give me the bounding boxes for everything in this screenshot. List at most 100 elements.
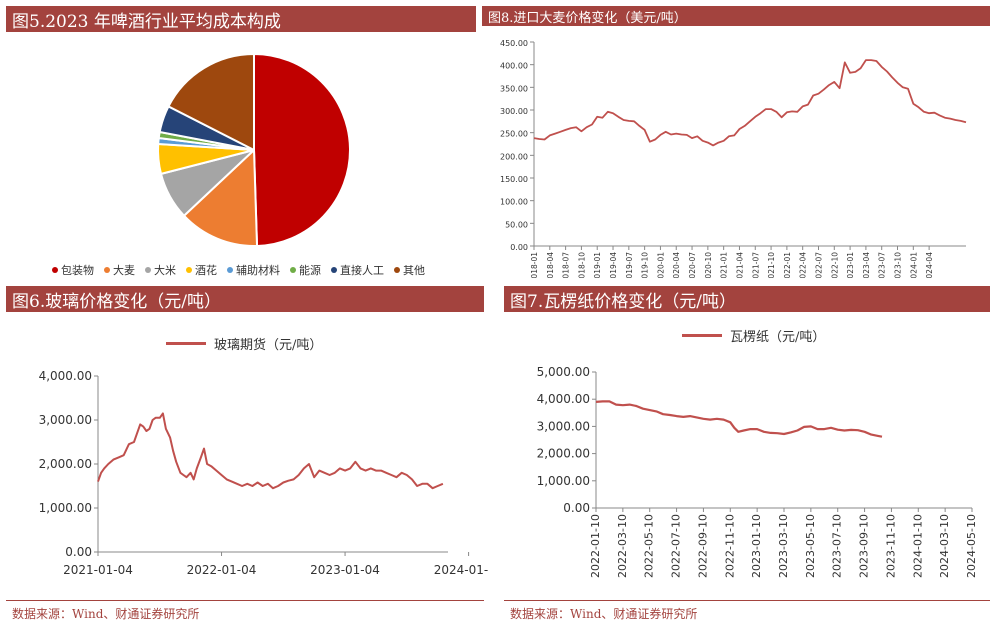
paper-legend-swatch: [682, 334, 722, 337]
legend-label: 酒花: [195, 264, 217, 277]
x-tick-label: 2018-01: [530, 252, 539, 278]
series-line: [533, 59, 967, 147]
x-tick-label: 2020-04: [672, 252, 681, 278]
x-tick-label: 2019-04: [609, 252, 618, 278]
x-tick-label: 2023-04: [862, 252, 871, 278]
x-tick-label: 2021-01-04: [63, 563, 133, 577]
legend-marker: [290, 267, 296, 273]
legend-marker: [145, 267, 151, 273]
x-tick-label: 2022-11-10: [723, 514, 736, 578]
y-tick-label: 5,000.00: [537, 365, 590, 379]
y-tick-label: 4,000.00: [39, 369, 92, 383]
x-tick-label: 2024-01: [909, 252, 918, 278]
data-source: 数据来源：Wind、财通证券研究所: [510, 607, 698, 621]
x-tick-label: 2022-04: [799, 252, 808, 278]
x-tick-label: 2023-01-10: [750, 514, 763, 578]
x-tick-label: 2018-10: [577, 252, 586, 278]
x-tick-label: 2019-10: [641, 252, 650, 278]
glass-line-chart: 0.00 1,000.00 2,000.00 3,000.00 4,000.00 2021…: [39, 369, 488, 577]
y-tick-label: 2,000.00: [537, 447, 590, 461]
panel-title-paper: 图7.瓦楞纸价格变化（元/吨）: [504, 286, 990, 312]
legend-label: 大米: [154, 264, 176, 277]
pie-legend-item: 酒花: [186, 262, 217, 278]
pie-slice-7: [167, 52, 255, 152]
legend-label: 直接人工: [340, 264, 384, 277]
legend-label: 能源: [299, 264, 321, 277]
y-tick-label: 250.00: [500, 130, 528, 139]
x-tick-label: 2024-03-10: [938, 514, 951, 578]
x-tick-label: 2021-10: [767, 252, 776, 278]
glass-legend-swatch: [166, 342, 206, 345]
x-tick-label: 2022-07-10: [670, 514, 683, 578]
panel-title-glass: 图6.玻璃价格变化（元/吨）: [6, 286, 484, 312]
legend-marker: [186, 267, 192, 273]
x-tick-label: 2024-01-10: [911, 514, 924, 578]
x-tick-label: 2018-07: [562, 252, 571, 278]
source-divider: [504, 600, 990, 601]
y-tick-label: 300.00: [500, 107, 528, 116]
x-tick-label: 2022-03-10: [616, 514, 629, 578]
y-tick-label: 3,000.00: [537, 419, 590, 433]
x-tick-label: 2021-07: [751, 252, 760, 278]
cost-pie-chart: [157, 52, 351, 247]
x-tick-label: 2024-01-04: [434, 563, 488, 577]
x-tick-label: 2021-01: [720, 252, 729, 278]
y-tick-label: 400.00: [500, 62, 528, 71]
x-tick-label: 2023-03-10: [777, 514, 790, 578]
pie-legend-item: 大米: [145, 262, 176, 278]
x-tick-label: 2024-05-10: [965, 514, 978, 578]
paper-legend: 瓦楞纸（元/吨）: [682, 326, 825, 345]
x-tick-label: 2023-11-10: [884, 514, 897, 578]
y-tick-label: 100.00: [500, 198, 528, 207]
x-tick-label: 2018-04: [546, 252, 555, 278]
x-tick-label: 2022-07: [814, 252, 823, 278]
y-tick-label: 350.00: [500, 84, 528, 93]
y-tick-label: 0.00: [510, 243, 528, 252]
x-tick-label: 2023-10: [894, 252, 903, 278]
pie-legend-item: 辅助材料: [227, 262, 280, 278]
data-source: 数据来源：Wind、财通证券研究所: [12, 607, 200, 621]
x-tick-label: 2022-01-04: [187, 563, 257, 577]
x-tick-label: 2023-09-10: [858, 514, 871, 578]
x-tick-label: 2019-01: [593, 252, 602, 278]
y-tick-label: 4,000.00: [537, 392, 590, 406]
paper-legend-label: 瓦楞纸（元/吨）: [730, 330, 826, 345]
paper-price-panel: 图7.瓦楞纸价格变化（元/吨） 瓦楞纸（元/吨） 0.00 1,000.00 2,0…: [504, 286, 994, 626]
x-tick-label: 2024-04: [925, 252, 934, 278]
x-tick-label: 2020-07: [688, 252, 697, 278]
x-tick-label: 2023-01: [846, 252, 855, 278]
y-tick-label: 150.00: [500, 175, 528, 184]
y-tick-label: 0.00: [563, 501, 590, 515]
pie-legend-item: 包装物: [52, 262, 94, 278]
cost-composition-panel: 图5.2023 年啤酒行业平均成本构成 包装物 大麦 大米 酒花 辅助材料 能源 直接人工 其…: [6, 6, 476, 278]
series-line: [595, 400, 883, 438]
x-tick-label: 2020-01: [656, 252, 665, 278]
panel-title-cost: 图5.2023 年啤酒行业平均成本构成: [6, 6, 476, 32]
x-tick-label: 2020-10: [704, 252, 713, 278]
panel-title-barley: 图8.进口大麦价格变化（美元/吨）: [482, 6, 990, 26]
legend-marker: [104, 267, 110, 273]
pie-legend-item: 其他: [394, 262, 425, 278]
pie-legend: 包装物 大麦 大米 酒花 辅助材料 能源 直接人工 其他: [52, 262, 425, 278]
x-tick-label: 2023-07-10: [831, 514, 844, 578]
legend-label: 其他: [403, 264, 425, 277]
glass-legend-label: 玻璃期货（元/吨）: [214, 338, 323, 353]
x-tick-label: 2022-10: [830, 252, 839, 278]
x-tick-label: 2022-05-10: [643, 514, 656, 578]
legend-label: 大麦: [113, 264, 135, 277]
legend-label: 包装物: [61, 264, 94, 277]
pie-slice-1: [182, 147, 259, 247]
y-tick-label: 50.00: [505, 220, 528, 229]
x-tick-label: 2023-05-10: [804, 514, 817, 578]
x-tick-label: 2021-04: [735, 252, 744, 278]
glass-price-panel: 图6.玻璃价格变化（元/吨） 玻璃期货（元/吨） 0.00 1,000.00 2,0…: [6, 286, 488, 626]
legend-marker: [331, 267, 337, 273]
legend-marker: [227, 267, 233, 273]
glass-legend: 玻璃期货（元/吨）: [166, 334, 322, 353]
pie-legend-item: 能源: [290, 262, 321, 278]
y-tick-label: 1,000.00: [537, 474, 590, 488]
paper-line-chart: 0.00 1,000.00 2,000.00 3,000.00 4,000.00 5,00…: [537, 365, 978, 578]
x-tick-label: 2022-01-10: [589, 514, 602, 578]
x-tick-label: 2023-01-04: [310, 563, 380, 577]
y-tick-label: 200.00: [500, 152, 528, 161]
